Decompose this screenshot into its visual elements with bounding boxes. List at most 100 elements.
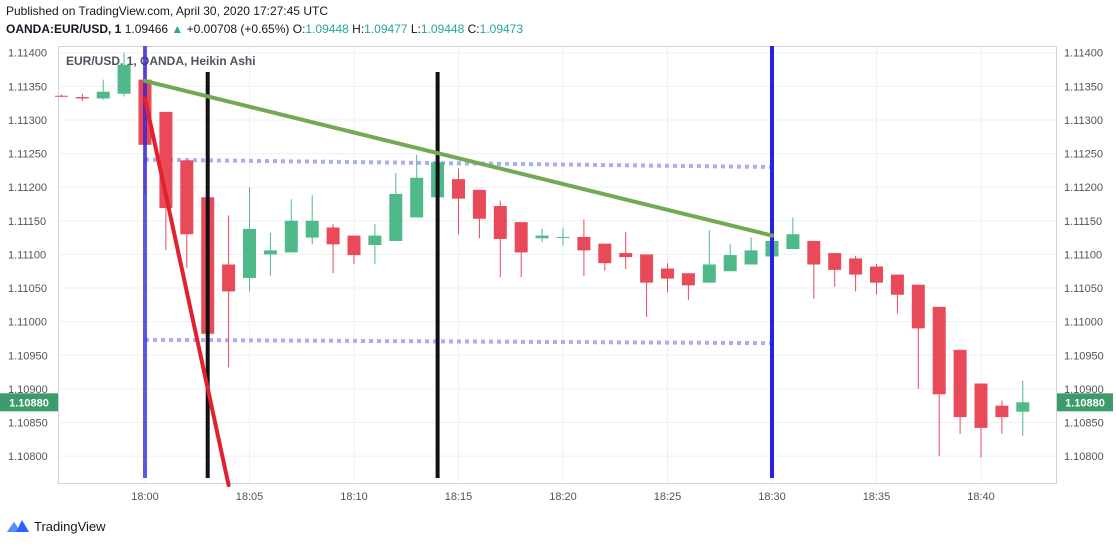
candle-down [807, 240, 821, 299]
candle-body [681, 273, 695, 286]
y-tick-label: 1.11000 [8, 317, 47, 329]
drawings[interactable] [143, 46, 774, 488]
close-label: C: [467, 22, 480, 36]
ohlc-legend: OANDA:EUR/USD, 1 1.09466 ▲ +0.00708 (+0.… [6, 22, 523, 36]
candle-body [222, 264, 236, 292]
candle-up [1016, 380, 1030, 436]
x-tick-label: 18:10 [340, 491, 368, 503]
candle-body [54, 95, 68, 97]
candle-down [619, 232, 633, 270]
candle-up [744, 237, 758, 265]
y-tick-label: 1.10950 [8, 350, 48, 362]
candle-body [619, 253, 633, 258]
candle-up [305, 195, 319, 245]
y-tick-label: 1.11050 [1064, 283, 1103, 295]
candle-body [911, 284, 925, 329]
candle-up [410, 154, 424, 218]
candle-down [661, 263, 674, 293]
candle-body [368, 235, 382, 246]
candle-body [932, 306, 946, 395]
candle-body [974, 383, 988, 428]
symbol-label: OANDA:EUR/USD, 1 [6, 22, 122, 36]
y-tick-label: 1.11000 [1064, 317, 1103, 329]
y-tick-label: 1.10850 [1064, 417, 1104, 429]
candle-body [577, 236, 591, 251]
candle-body [890, 274, 904, 295]
x-tick-label: 18:20 [549, 491, 577, 503]
candle-down [828, 253, 842, 287]
x-axis: 18:00 18:05 18:10 18:15 18:20 18:25 18:30 18:35… [131, 491, 995, 503]
candle-body [305, 220, 319, 238]
tradingview-brand: TradingView [34, 518, 106, 534]
current-price-tag [1057, 393, 1113, 412]
candle-down [180, 160, 194, 268]
x-tick-label: 18:40 [967, 491, 995, 503]
candle-down [849, 255, 863, 292]
candle-body [472, 189, 486, 219]
candle-down [577, 219, 591, 276]
tradingview-logo-icon [7, 520, 29, 532]
dotted-levels [144, 157, 773, 346]
candle-body [807, 240, 821, 265]
candle-down [493, 200, 507, 278]
x-tick-label: 18:35 [863, 491, 891, 503]
candle-up [368, 224, 382, 264]
low-label: L: [410, 22, 421, 36]
y-tick-label: 1.11200 [1064, 182, 1103, 194]
candle-body [744, 250, 758, 265]
current-price-label: 1.10880 [9, 397, 49, 409]
candle-up [702, 230, 716, 283]
change-up-icon: ▲ [171, 22, 184, 36]
last-price: 1.09466 [124, 22, 169, 36]
candle-down [890, 274, 904, 314]
x-tick-label: 18:25 [654, 491, 682, 503]
candle-body [786, 234, 800, 250]
candle-down [222, 215, 236, 368]
candle-down [681, 273, 695, 301]
published-caption: Published on TradingView.com, April 30, … [6, 4, 328, 18]
current-price-label: 1.10880 [1065, 397, 1105, 409]
y-axis-left: 1.11400 1.11350 1.11300 1.11250 1.11200 1.111… [8, 48, 48, 463]
chart-title: EUR/USD, 1, OANDA, Heikin Ashi [66, 54, 256, 68]
candle-body [75, 97, 89, 99]
y-tick-label: 1.11250 [8, 149, 47, 161]
y-tick-label: 1.10800 [1064, 451, 1104, 463]
candle-body [849, 258, 863, 275]
candle-body [452, 179, 465, 199]
candle-body [598, 243, 612, 264]
candles[interactable] [54, 49, 1030, 458]
candle-body [410, 177, 424, 218]
x-tick-label: 18:05 [236, 491, 264, 503]
candle-down [514, 222, 528, 278]
candle-down [347, 235, 361, 264]
candle-down [75, 93, 89, 102]
candle-body [263, 250, 277, 255]
x-tick-label: 18:30 [758, 491, 786, 503]
candle-body [347, 235, 361, 256]
candle-up [263, 232, 277, 276]
candle-up [96, 79, 110, 100]
y-tick-label: 1.11400 [1064, 48, 1103, 60]
y-tick-label: 1.11100 [8, 249, 46, 261]
high-label: H: [352, 22, 365, 36]
candle-body [326, 227, 340, 245]
candle-body [284, 220, 298, 253]
candle-body [556, 236, 570, 238]
candle-body [723, 255, 737, 272]
y-tick-label: 1.11100 [1064, 249, 1102, 261]
candle-up [284, 199, 298, 253]
candle-body [702, 264, 716, 283]
candle-body [870, 266, 883, 283]
candle-up [117, 52, 131, 97]
candle-body [640, 254, 654, 283]
y-tick-label: 1.10900 [1064, 384, 1104, 396]
footer[interactable]: TradingView [6, 518, 106, 534]
dotted-level-line [144, 157, 773, 170]
candle-down [54, 94, 68, 98]
candle-body [535, 235, 549, 239]
candle-body [995, 405, 1009, 418]
candle-down [911, 284, 925, 389]
y-tick-label: 1.11400 [8, 48, 47, 60]
candle-down [953, 349, 967, 434]
